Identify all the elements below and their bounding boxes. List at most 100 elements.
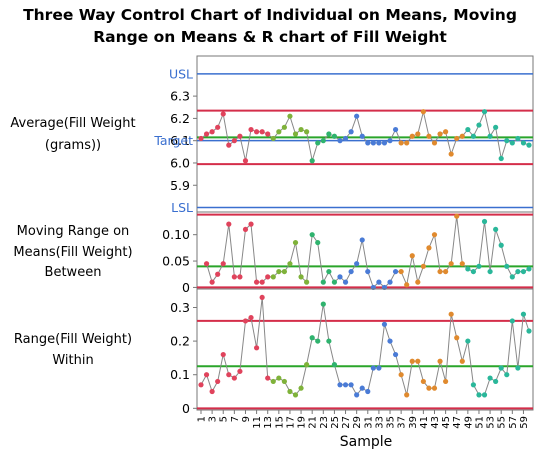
panel-2-point-39 (409, 358, 415, 364)
panel-0-point-39 (409, 133, 415, 139)
panel-1-point-29 (354, 261, 360, 267)
panel-0-point-11 (253, 129, 260, 135)
panel-0-point-20 (304, 129, 310, 135)
panel-0-point-51 (476, 122, 482, 128)
panel-1-point-23 (320, 279, 326, 285)
panel-0-point-36 (392, 126, 399, 133)
panel-1-ytick-label-0: 0 (182, 280, 190, 295)
panel-2-point-40 (415, 358, 421, 364)
panel-0-point-46 (448, 151, 454, 157)
panel-0-point-58 (515, 135, 521, 142)
panel-1-point-40 (415, 279, 421, 285)
panel-1-frame (196, 211, 534, 290)
xtick-label-49: 49 (463, 416, 474, 429)
panel-2-point-57 (509, 318, 515, 324)
panel-2-series-line (200, 297, 530, 396)
xtick-label-21: 21 (308, 416, 319, 429)
panel-1-point-44 (437, 268, 443, 275)
panel-2-point-55 (498, 365, 504, 371)
panel-0-point-59 (520, 140, 527, 146)
panel-1-point-18 (292, 239, 299, 246)
panel-1-point-30 (359, 237, 365, 243)
panel-1-point-3 (209, 279, 215, 285)
panel-1-point-57 (509, 274, 515, 280)
panel-2-ytick-label-1: 0.1 (170, 367, 190, 382)
panel-1-point-27 (342, 279, 349, 285)
panel-2-point-30 (359, 385, 365, 391)
panel-2-ytick-label-2: 0.2 (170, 334, 190, 349)
panel-0-point-26 (337, 138, 343, 144)
chart-title-line2: Range on Means & R chart of Fill Weight (93, 28, 447, 46)
panel-2-point-1 (198, 382, 204, 388)
spec-label-target: Target (153, 133, 193, 148)
panel-0-frame (196, 55, 534, 213)
panel-0-point-4 (215, 124, 221, 130)
panel-2-point-60 (526, 328, 532, 334)
panel-1-point-42 (426, 245, 432, 251)
xtick-label-31: 31 (363, 416, 374, 429)
panel-1-point-35 (387, 279, 393, 285)
panel-2-point-54 (493, 378, 499, 385)
panel-0-point-32 (370, 140, 376, 146)
panel-0-ytick-label-2: 6.1 (170, 133, 190, 148)
xtick-label-13: 13 (263, 416, 274, 429)
panel-0-point-24 (326, 131, 332, 137)
panel-1-point-47 (454, 213, 460, 219)
panel-2-point-7 (231, 375, 237, 381)
panel-1-point-16 (281, 268, 287, 275)
panel-2-ylabel-1: Within (52, 353, 93, 368)
panel-1-point-4 (215, 271, 221, 277)
panel-0: Average(Fill Weight (grams)) 5.9 6.0 6.1 6.2 6… (10, 55, 534, 215)
panel-1-point-19 (298, 274, 304, 280)
panel-2-point-6 (226, 372, 232, 378)
panel-2-point-42 (426, 385, 432, 391)
panel-2-point-11 (253, 345, 260, 351)
panel-2-point-59 (520, 311, 527, 317)
panel-1-point-54 (493, 226, 499, 233)
panel-1-point-59 (520, 268, 527, 275)
panel-1-point-48 (459, 261, 465, 267)
panel-0-point-19 (298, 126, 304, 133)
panel-2-point-13 (265, 375, 271, 381)
xtick-label-59: 59 (519, 416, 530, 429)
panel-0-point-15 (276, 129, 282, 135)
xtick-label-43: 43 (430, 416, 441, 429)
spec-label-lsl: LSL (171, 200, 193, 215)
xtick-label-1: 1 (197, 416, 208, 422)
xtick-label-27: 27 (341, 416, 352, 429)
panel-1-point-9 (242, 226, 249, 233)
panel-1-point-45 (443, 268, 449, 275)
panel-1-point-36 (392, 268, 399, 275)
panel-2-point-28 (348, 382, 354, 388)
panel-0-point-37 (398, 140, 404, 146)
panel-2-point-44 (437, 358, 443, 364)
panel-0-point-34 (381, 140, 388, 146)
panel-0-point-57 (509, 140, 515, 146)
panel-1-point-13 (265, 274, 271, 280)
xtick-label-39: 39 (408, 416, 419, 429)
panel-0-point-42 (426, 133, 432, 139)
panel-0-point-54 (493, 124, 499, 130)
panel-2-point-35 (387, 338, 393, 344)
chart-panels: Average(Fill Weight (grams)) 5.9 6.0 6.1 6.2 6… (10, 55, 534, 416)
panel-2-point-34 (381, 321, 388, 327)
panel-1-point-49 (465, 266, 471, 272)
panel-0-point-25 (331, 133, 338, 139)
panel-2-frame (196, 288, 534, 411)
panel-1-ylabel-1: Means(Fill Weight) (13, 245, 132, 260)
panel-2-point-5 (220, 351, 226, 358)
panel-2-point-46 (448, 311, 454, 317)
panel-0-series-line (200, 110, 530, 161)
panel-2-point-10 (248, 314, 254, 321)
panel-1-point-17 (287, 261, 293, 267)
panel-1-point-15 (276, 268, 282, 275)
panel-1-point-56 (504, 263, 510, 269)
panel-0-point-18 (292, 131, 299, 137)
xtick-label-5: 5 (219, 416, 230, 422)
panel-0-point-21 (309, 158, 315, 164)
panel-2-point-3 (209, 388, 215, 395)
panel-1-point-6 (226, 221, 232, 227)
xtick-label-57: 57 (508, 416, 519, 429)
panel-2-point-52 (481, 392, 488, 398)
panel-0-point-8 (237, 133, 243, 139)
